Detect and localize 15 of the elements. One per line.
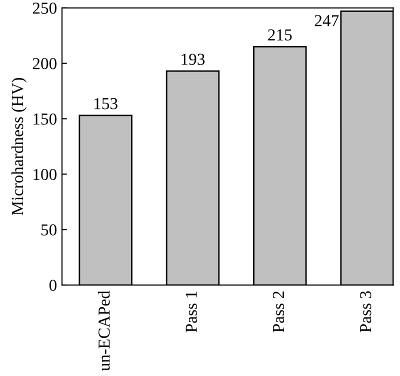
- y-tick-label: 0: [49, 280, 57, 291]
- y-tick-label: 200: [32, 58, 57, 70]
- y-tick-label: 250: [32, 2, 57, 14]
- y-tick-label: 150: [34, 113, 57, 125]
- data-label: 215: [268, 29, 292, 41]
- data-label: 193: [182, 54, 205, 65]
- data-label: 247: [314, 15, 339, 26]
- y-tick-label: 50: [41, 224, 57, 236]
- y-axis-title: Microhardness (HV): [11, 78, 27, 216]
- x-tick-label: Pass 1: [186, 292, 197, 332]
- x-tick-label: Pass 2: [272, 291, 284, 332]
- x-tick-label: Pass 3: [360, 291, 372, 332]
- y-tick-label: 100: [34, 168, 57, 180]
- x-tick-label: un-ECAPed: [98, 290, 110, 371]
- data-label: 153: [94, 98, 118, 110]
